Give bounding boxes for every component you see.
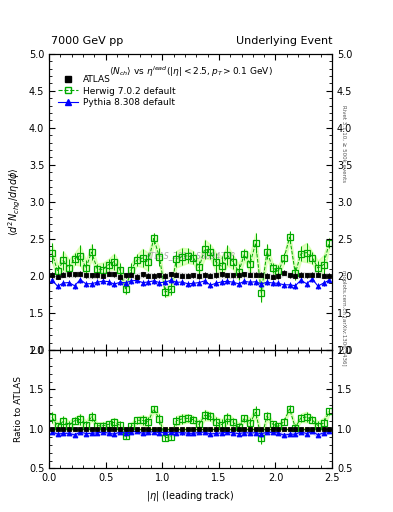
Text: mcplots.cern.ch [arXiv:1306.3436]: mcplots.cern.ch [arXiv:1306.3436] [341, 270, 346, 365]
X-axis label: $|\eta|$ (leading track): $|\eta|$ (leading track) [146, 489, 235, 503]
Y-axis label: Ratio to ATLAS: Ratio to ATLAS [14, 376, 23, 442]
Text: ATLAS_2010_S8894728: ATLAS_2010_S8894728 [145, 251, 236, 260]
Y-axis label: $\langle d^2 N_{chg}/d\eta d\phi \rangle$: $\langle d^2 N_{chg}/d\eta d\phi \rangle… [7, 167, 23, 236]
Legend: ATLAS, Herwig 7.0.2 default, Pythia 8.308 default: ATLAS, Herwig 7.0.2 default, Pythia 8.30… [57, 73, 177, 109]
Text: Underlying Event: Underlying Event [235, 36, 332, 46]
Text: $\langle N_{ch}\rangle$ vs $\eta^{lead}$($|\eta| < 2.5, p_T > 0.1$ GeV): $\langle N_{ch}\rangle$ vs $\eta^{lead}$… [109, 64, 272, 78]
Text: 7000 GeV pp: 7000 GeV pp [51, 36, 123, 46]
Text: Rivet 3.1.10, ≥ 500k events: Rivet 3.1.10, ≥ 500k events [341, 105, 346, 182]
